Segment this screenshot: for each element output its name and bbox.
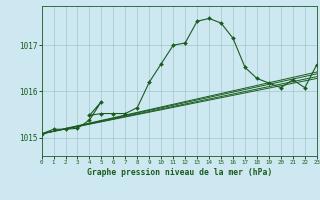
X-axis label: Graphe pression niveau de la mer (hPa): Graphe pression niveau de la mer (hPa) <box>87 168 272 177</box>
